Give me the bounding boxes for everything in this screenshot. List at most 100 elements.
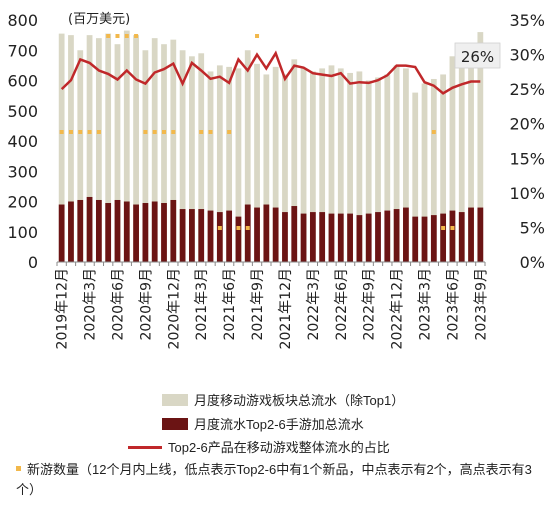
left-tick-label: 100 (7, 223, 38, 242)
x-axis-ticks (56, 262, 486, 266)
legend-swatch-total (162, 394, 188, 406)
top26-bar (300, 213, 307, 262)
total-bar (235, 68, 242, 263)
total-bar (384, 74, 391, 262)
total-bar (133, 35, 139, 262)
total-bar (440, 74, 447, 262)
right-tick-label: 10% (509, 184, 545, 203)
top26-bar (263, 204, 270, 262)
total-bar (319, 68, 326, 263)
new-game-dot (134, 34, 139, 38)
new-game-dot (245, 226, 250, 230)
new-game-dot (143, 130, 148, 134)
top26-bar (272, 207, 279, 262)
x-axis-labels: 2019年12月 2020年3月 2020年6月 2020年9月 2020年12月 202… (55, 268, 490, 349)
top26-bar (384, 210, 391, 262)
total-bar (244, 50, 251, 262)
top26-bar (95, 199, 102, 262)
x-tick-label: 2023年3月 (418, 268, 434, 341)
top26-bar (161, 203, 167, 262)
top26-bar (179, 209, 186, 262)
top26-bar (430, 215, 437, 262)
total-bar (170, 39, 177, 262)
right-tick-label: 25% (509, 80, 545, 99)
top26-bar (440, 213, 447, 262)
total-bar (309, 71, 316, 262)
new-game-dot (227, 130, 232, 134)
x-tick-label: 2023年9月 (473, 268, 489, 341)
total-bar (68, 35, 74, 262)
new-game-dots (59, 34, 455, 230)
new-game-dot (199, 130, 204, 134)
x-tick-label: 2022年9月 (362, 268, 378, 341)
top26-bar (170, 199, 177, 262)
new-game-dot (217, 226, 222, 230)
new-game-dot (115, 34, 120, 38)
new-game-dot (78, 130, 83, 134)
new-game-dot (208, 130, 213, 134)
total-bar (254, 63, 260, 262)
total-bar (468, 44, 474, 263)
total-bar (272, 66, 279, 262)
annotation-box (454, 42, 501, 69)
total-bar (300, 68, 307, 263)
top26-bar (254, 207, 260, 262)
total-bar (458, 56, 465, 262)
top26-bar (235, 216, 242, 262)
top26-bar (393, 209, 400, 262)
x-tick-label: 2021年9月 (250, 268, 266, 341)
legend-item-newgames: 新游数量（12个月内上线，低点表示Top2-6中有1个新品，中点表示有2个，高点… (16, 460, 536, 500)
top26-bar (86, 196, 93, 262)
total-bar (403, 68, 409, 263)
new-game-dot (236, 226, 241, 230)
new-game-dot (171, 130, 176, 134)
top26-bar (58, 204, 65, 262)
total-bar (161, 44, 167, 263)
left-axis-ticks: 0 100 200 300 400 500 600 700 800 (7, 11, 38, 272)
top26-bar (142, 203, 149, 262)
top26-bar (309, 212, 316, 262)
new-game-dot (162, 130, 166, 134)
total-bar (356, 71, 363, 262)
top26-bar (468, 207, 474, 262)
new-game-dot (255, 34, 260, 38)
top26-bar (412, 216, 419, 262)
top26-bar (449, 210, 456, 262)
total-bar (430, 78, 437, 262)
x-tick-label: 2020年9月 (138, 268, 154, 341)
total-bar (207, 71, 214, 262)
top26-bar (375, 212, 381, 262)
x-tick-label: 2020年6月 (110, 268, 126, 341)
x-tick-label: 2021年12月 (278, 268, 294, 349)
total-bars (58, 30, 484, 263)
annotation-callout: 26% (454, 42, 501, 69)
top26-bar (403, 207, 409, 262)
total-bar (412, 92, 419, 262)
top26-bar (356, 215, 363, 262)
new-game-dot (96, 130, 101, 134)
new-game-dot (152, 130, 157, 134)
left-tick-label: 800 (7, 11, 38, 30)
top26-bar (68, 201, 74, 262)
total-bar (337, 68, 344, 263)
total-bar (114, 44, 121, 263)
top26-bar (282, 212, 288, 262)
top26-bar (347, 213, 353, 262)
top26-bar (337, 213, 344, 262)
total-bar (151, 38, 158, 263)
top26-bar (458, 212, 465, 262)
total-bar (95, 38, 102, 263)
top26-bar (328, 213, 335, 262)
x-tick-label: 2022年6月 (334, 268, 350, 341)
left-tick-label: 600 (7, 72, 38, 91)
x-tick-label: 2022年12月 (390, 268, 406, 349)
top26-bar (133, 204, 139, 262)
top26-bar (421, 216, 428, 262)
share-line (60, 50, 481, 95)
right-tick-label: 5% (520, 218, 545, 237)
total-bar (123, 30, 130, 263)
top26-bar (198, 209, 205, 262)
total-bar (449, 56, 456, 262)
top26-bar (114, 199, 121, 262)
top26-bar (226, 210, 233, 262)
